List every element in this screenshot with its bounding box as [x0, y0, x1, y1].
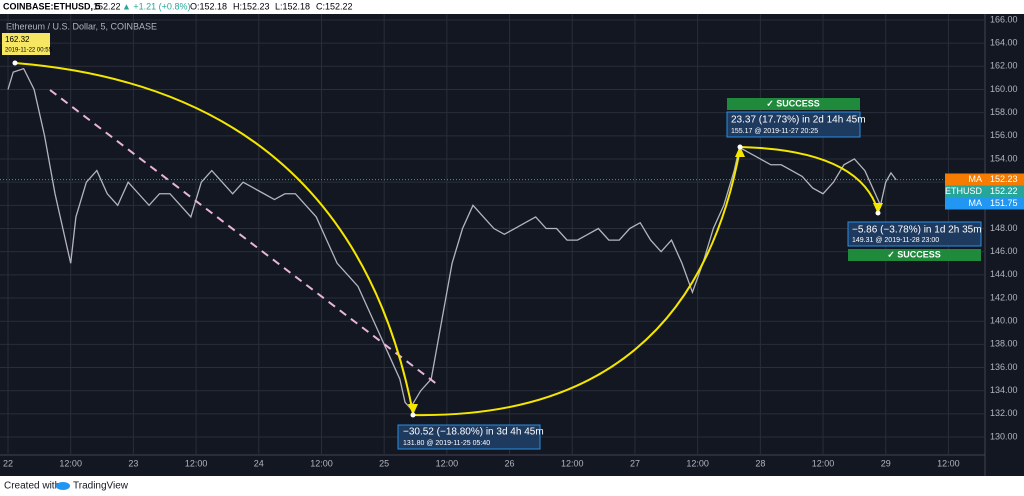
x-tick-label: 28	[755, 458, 765, 468]
x-tick-label: 12:00	[310, 458, 333, 468]
annotation-measure: ✓ SUCCESS 23.37 (17.73%) in 2d 14h 45m 1…	[726, 98, 866, 138]
x-tick-label: 27	[630, 458, 640, 468]
arc	[14, 62, 414, 414]
arrow-head	[408, 404, 418, 415]
y-tick-label: 140.00	[990, 316, 1018, 326]
y-tick-label: 166.00	[990, 14, 1018, 24]
arrow-head	[873, 203, 883, 214]
measure-point: 131.80 @ 2019-11-25 05:40	[403, 440, 490, 447]
close: C:152.22	[316, 1, 353, 11]
x-tick-label: 22	[3, 458, 13, 468]
success-text: ✓ SUCCESS	[766, 98, 820, 108]
header-bar	[0, 0, 1024, 14]
x-tick-label: 12:00	[937, 458, 960, 468]
chart-title: Ethereum / U.S. Dollar, 5, COINBASE	[6, 21, 157, 31]
label-box	[2, 33, 50, 55]
arrow-head	[735, 146, 745, 157]
y-tick-label: 136.00	[990, 362, 1018, 372]
y-tick-label: 134.00	[990, 385, 1018, 395]
price-tag-value: 151.75	[990, 198, 1018, 208]
x-tick-label: 26	[505, 458, 515, 468]
x-tick-label: 12:00	[686, 458, 709, 468]
y-tick-label: 146.00	[990, 246, 1018, 256]
price-tag-name: MA	[969, 174, 983, 184]
price-line	[7, 67, 897, 410]
x-tick-label: 12:00	[59, 458, 82, 468]
annotation-start: 162.32 2019-11-22 00:55	[2, 33, 53, 55]
x-tick-label: 12:00	[561, 458, 584, 468]
y-tick-label: 156.00	[990, 130, 1018, 140]
y-tick-label: 144.00	[990, 269, 1018, 279]
x-tick-label: 23	[128, 458, 138, 468]
y-tick-label: 132.00	[990, 408, 1018, 418]
annotation-measure: −5.86 (−3.78%) in 1d 2h 35m 149.31 @ 201…	[847, 221, 982, 261]
anchor	[875, 210, 881, 216]
x-tick-label: 25	[379, 458, 389, 468]
grid	[0, 14, 985, 455]
drawings	[12, 60, 883, 418]
last-price: 152.22	[93, 1, 121, 11]
trend-line	[49, 89, 439, 386]
y-tick-label: 160.00	[990, 84, 1018, 94]
success-badge	[727, 98, 860, 110]
measure-box	[397, 424, 541, 450]
price-tag-value: 152.22	[990, 186, 1018, 196]
measure-box	[847, 221, 982, 247]
low: L:152.18	[275, 1, 310, 11]
measure-point: 149.31 @ 2019-11-28 23:00	[852, 237, 939, 244]
y-tick-label: 158.00	[990, 107, 1018, 117]
price-tag-name: ETHUSD	[945, 186, 983, 196]
y-tick-label: 154.00	[990, 153, 1018, 163]
anchor	[12, 60, 18, 66]
arc	[739, 146, 879, 212]
x-tick-label: 12:00	[436, 458, 459, 468]
success-text: ✓ SUCCESS	[887, 249, 941, 259]
footer-brand: TradingView	[73, 481, 129, 492]
measure-box	[726, 111, 861, 138]
x-tick-label: 24	[254, 458, 264, 468]
label-date: 2019-11-22 00:55	[5, 48, 53, 54]
annotation-measure: −30.52 (−18.80%) in 3d 4h 45m 131.80 @ 2…	[397, 424, 544, 450]
measure-point: 155.17 @ 2019-11-27 20:25	[731, 128, 818, 135]
price-change: ▲ +1.21 (+0.8%)	[122, 1, 190, 11]
high: H:152.23	[233, 1, 270, 11]
measure-change: −30.52 (−18.80%) in 3d 4h 45m	[403, 427, 544, 438]
footer-text: Created with	[4, 481, 60, 492]
open: O:152.18	[190, 1, 227, 11]
anchor	[410, 412, 416, 418]
marks	[7, 67, 897, 410]
price-tag	[945, 185, 1024, 198]
footer-bar	[0, 476, 1024, 496]
y-tick-label: 148.00	[990, 223, 1018, 233]
x-tick-label: 12:00	[185, 458, 208, 468]
logo	[56, 482, 70, 490]
y-tick-label: 130.00	[990, 431, 1018, 441]
price-tag-name: MA	[969, 198, 983, 208]
x-tick-label: 29	[881, 458, 891, 468]
anchor	[737, 144, 743, 150]
y-tick-label: 138.00	[990, 339, 1018, 349]
price-tag	[945, 173, 1024, 186]
success-badge	[848, 249, 981, 261]
measure-change: 23.37 (17.73%) in 2d 14h 45m	[731, 115, 866, 126]
y-tick-label: 162.00	[990, 61, 1018, 71]
y-tick-label: 142.00	[990, 292, 1018, 302]
price-tag	[945, 197, 1024, 210]
measure-change: −5.86 (−3.78%) in 1d 2h 35m	[852, 225, 982, 236]
x-tick-label: 12:00	[812, 458, 835, 468]
label-price: 162.32	[5, 35, 30, 44]
arc	[412, 148, 741, 417]
symbol: COINBASE:ETHUSD, 5	[3, 1, 101, 11]
price-tag-value: 152.23	[990, 174, 1018, 184]
y-tick-label: 164.00	[990, 38, 1018, 48]
